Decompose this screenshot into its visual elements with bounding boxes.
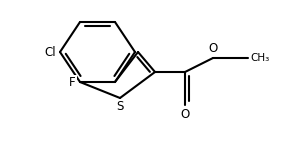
Text: O: O xyxy=(208,42,218,55)
Text: O: O xyxy=(180,108,190,121)
Text: S: S xyxy=(116,100,124,113)
Text: CH₃: CH₃ xyxy=(250,53,269,63)
Text: Cl: Cl xyxy=(44,46,56,58)
Text: F: F xyxy=(69,75,76,89)
